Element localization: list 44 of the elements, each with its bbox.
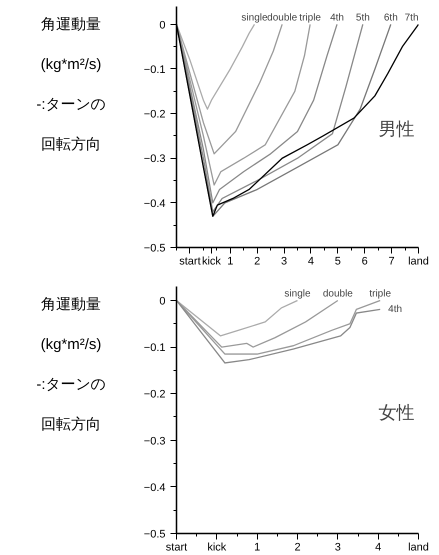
- y-tick-label: 0: [159, 295, 166, 308]
- text: 角運動量 (kg*m²/s) -:ターンの回転方向: [36, 296, 106, 433]
- x-tick-label: kick: [207, 542, 227, 554]
- y-tick-label: −0.3: [144, 153, 166, 166]
- x-tick-label: land: [408, 542, 429, 554]
- annotation: 女性: [378, 402, 414, 422]
- x-tick-label: 1: [254, 542, 260, 554]
- x-tick-label: 5: [334, 256, 341, 268]
- series-label: double: [267, 12, 298, 24]
- text: 角運動量 (kg*m²/s) -:ターンの回転方向: [36, 16, 106, 153]
- x-tick-label: start: [166, 542, 188, 554]
- x-tick-label: 6: [362, 256, 368, 268]
- y-tick-label: −0.1: [144, 342, 166, 354]
- y-tick-label: −0.2: [144, 108, 166, 121]
- series-label: 7th: [404, 12, 419, 24]
- x-tick-label: 2: [294, 542, 301, 554]
- x-tick-label: kick: [202, 256, 222, 268]
- x-tick-label: 3: [334, 542, 341, 554]
- y-tick-label: −0.5: [144, 528, 166, 540]
- annotation: 男性: [378, 119, 414, 140]
- y-tick-label: −0.1: [144, 64, 166, 76]
- y-tick-label: −0.4: [144, 482, 166, 494]
- series-label: 5th: [356, 12, 370, 24]
- series-label: single: [241, 12, 268, 24]
- x-tick-label: 4: [308, 256, 314, 268]
- series-label: 6th: [384, 12, 398, 24]
- series-label: triple: [299, 12, 322, 24]
- x-tick-label: 7: [388, 256, 395, 268]
- series-label: triple: [369, 288, 392, 300]
- series-label: 4th: [388, 304, 402, 315]
- y-tick-label: 0: [159, 19, 166, 32]
- y-tick-label: −0.4: [144, 198, 166, 210]
- series-label: 4th: [330, 12, 344, 24]
- series-label: double: [322, 288, 354, 300]
- x-tick-label: 2: [254, 256, 260, 268]
- x-tick-label: 1: [227, 256, 234, 268]
- x-tick-label: start: [179, 256, 201, 268]
- y-tick-label: −0.3: [144, 435, 166, 448]
- x-tick-label: 4: [375, 542, 382, 554]
- series-label: single: [284, 288, 311, 300]
- x-tick-label: 3: [280, 256, 288, 268]
- y-tick-label: −0.5: [144, 242, 166, 254]
- y-tick-label: −0.2: [144, 388, 166, 401]
- x-tick-label: land: [408, 256, 429, 268]
